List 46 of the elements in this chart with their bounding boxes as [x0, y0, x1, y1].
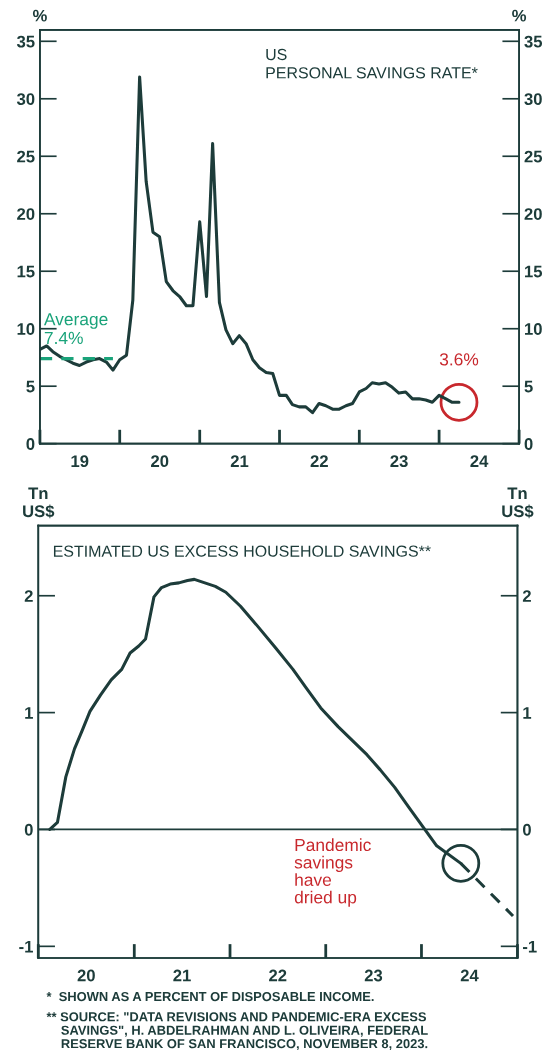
x-tick-label: 19 — [71, 455, 89, 468]
y-tick-label: 15 — [17, 265, 35, 278]
annotation: Average 7.4% — [43, 313, 108, 344]
y2-tick-label: 35 — [524, 35, 543, 48]
x-tick-label: 20 — [151, 455, 169, 468]
x-tick-label: 24 — [460, 969, 479, 982]
y-tick-label: 0 — [24, 823, 33, 836]
annotation: 3.6% — [439, 353, 479, 366]
y2-tick-label: 20 — [524, 208, 542, 220]
x-tick-label: 21 — [173, 969, 191, 982]
y-tick-label: 10 — [17, 323, 35, 335]
y2-tick-label: 0 — [522, 823, 531, 836]
y2-tick-label: 0 — [524, 438, 533, 450]
y2-axis-title: Tn US$ — [502, 487, 534, 519]
y-tick-label: 5 — [26, 380, 35, 393]
y-tick-label: 25 — [17, 150, 35, 163]
y-tick-label: 20 — [17, 208, 35, 220]
y2-tick-label: -1 — [522, 940, 537, 953]
x-tick-label: 23 — [364, 969, 383, 982]
y2-tick-label: 5 — [524, 380, 533, 393]
x-tick-label: 21 — [230, 455, 249, 467]
y2-tick-label: 25 — [524, 150, 543, 163]
annotation: Pandemic savings have dried up — [294, 838, 371, 907]
y-tick-label: 0 — [26, 438, 35, 450]
y-axis-title: % — [32, 9, 47, 22]
y2-tick-label: 2 — [522, 590, 531, 602]
x-tick-label: 20 — [77, 969, 95, 982]
x-tick-label: 23 — [390, 455, 408, 468]
text: ** SOURCE: "DATA REVISIONS AND PANDEMIC-ERA EXCESS SAVINGS", H. ABDELRAHMAN AND L. OLIVEIRA, FEDERAL RESERVE BANK OF SAN FRANCISCO, NOVEMBER 8, 2023. — [46, 1012, 428, 1051]
text: US PERSONAL SAVINGS RATE* — [266, 48, 478, 79]
x-tick-label: 22 — [269, 969, 287, 982]
y2-tick-label: 30 — [524, 93, 542, 105]
y2-tick-label: 15 — [525, 265, 543, 278]
y2-axis-title: % — [512, 9, 527, 22]
y2-tick-label: 10 — [525, 323, 542, 335]
text: ESTIMATED US EXCESS HOUSEHOLD SAVINGS** — [53, 545, 431, 557]
y2-tick-label: 1 — [523, 707, 532, 719]
x-tick-label: 24 — [470, 455, 489, 467]
y-tick-label: -1 — [19, 940, 33, 953]
y-tick-label: 2 — [24, 590, 33, 602]
x-tick-label: 22 — [310, 455, 328, 467]
y-tick-label: 30 — [16, 93, 35, 105]
text: * SHOWN AS A PERCENT OF DISPOSABLE INCOME. — [46, 991, 374, 1002]
y-tick-label: 35 — [16, 35, 35, 48]
y-axis-title: Tn US$ — [23, 487, 55, 519]
y-tick-label: 1 — [25, 707, 33, 719]
